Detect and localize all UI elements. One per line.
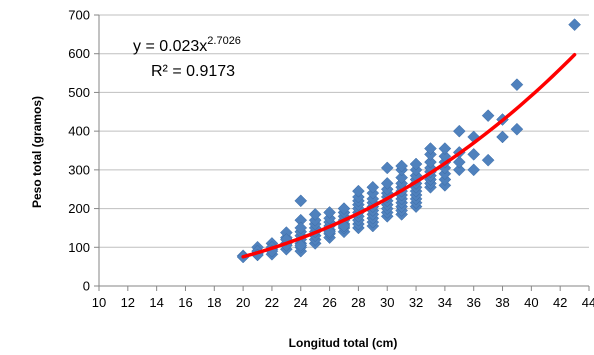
data-point: [424, 155, 437, 169]
y-tick-labels: 0 100 200 300 400 500 600 700: [68, 8, 90, 294]
axes: [94, 14, 590, 291]
data-point: [294, 194, 308, 208]
grid-lines: [99, 14, 589, 248]
data-points: [236, 18, 581, 264]
x-tick-label: 10: [92, 295, 106, 310]
r-squared-label: R² = 0.9173: [151, 63, 235, 80]
trendline: [241, 52, 577, 259]
x-tick-label: 12: [121, 295, 135, 310]
data-point: [424, 142, 437, 155]
x-tick-label: 18: [207, 295, 221, 310]
data-point: [352, 184, 365, 198]
y-tick-label: 700: [68, 8, 90, 23]
x-tick-label: 24: [294, 295, 308, 310]
data-point: [568, 18, 581, 32]
x-tick-label: 26: [322, 295, 336, 310]
data-point: [481, 153, 495, 167]
x-tick-label: 30: [380, 295, 394, 310]
x-tick-label: 14: [149, 295, 163, 310]
x-tick-label: 36: [466, 295, 480, 310]
data-point: [510, 78, 524, 92]
data-point: [380, 177, 394, 190]
y-tick-label: 500: [68, 85, 90, 100]
data-point: [323, 206, 336, 219]
y-tick-label: 100: [68, 240, 90, 255]
data-point: [510, 122, 524, 136]
data-point: [481, 109, 495, 123]
data-point: [438, 142, 452, 155]
equation-prefix: y = 0.023x: [133, 38, 207, 55]
data-point: [467, 163, 481, 177]
data-point: [279, 233, 293, 246]
data-point: [395, 171, 409, 184]
y-tick-label: 200: [68, 201, 90, 216]
data-point: [467, 148, 481, 161]
data-point: [496, 130, 509, 144]
data-point: [452, 124, 466, 138]
data-point: [294, 238, 308, 252]
x-tick-label: 28: [351, 295, 365, 310]
equation-exponent: 2.7026: [207, 35, 241, 47]
y-tick-label: 0: [83, 279, 90, 294]
y-axis-title: Peso total (gramos): [30, 96, 44, 208]
x-tick-label: 42: [553, 295, 567, 310]
data-point: [380, 161, 394, 175]
y-tick-label: 300: [68, 162, 90, 177]
equation-label: y = 0.023x2.7026: [133, 35, 241, 55]
x-axis-title: Longitud total (cm): [289, 336, 398, 350]
data-point: [409, 157, 423, 171]
x-tick-label: 38: [495, 295, 509, 310]
data-point: [337, 202, 351, 215]
x-tick-label: 32: [409, 295, 423, 310]
data-point: [366, 180, 380, 194]
x-tick-label: 34: [438, 295, 452, 310]
data-point: [452, 163, 466, 177]
y-tick-label: 400: [68, 124, 90, 139]
x-tick-label: 20: [236, 295, 250, 310]
x-tick-label: 44: [582, 295, 594, 310]
x-tick-label: 16: [178, 295, 192, 310]
data-point: [294, 221, 308, 235]
data-point: [395, 159, 409, 173]
x-tick-label: 40: [524, 295, 538, 310]
x-tick-labels: 10 12 14 16 18 20 22 24 26 28 30 32 34 36 38 40 42 44: [92, 295, 594, 310]
data-point: [308, 208, 322, 221]
x-tick-label: 22: [265, 295, 279, 310]
data-point: [452, 155, 466, 169]
y-tick-label: 600: [68, 46, 90, 61]
